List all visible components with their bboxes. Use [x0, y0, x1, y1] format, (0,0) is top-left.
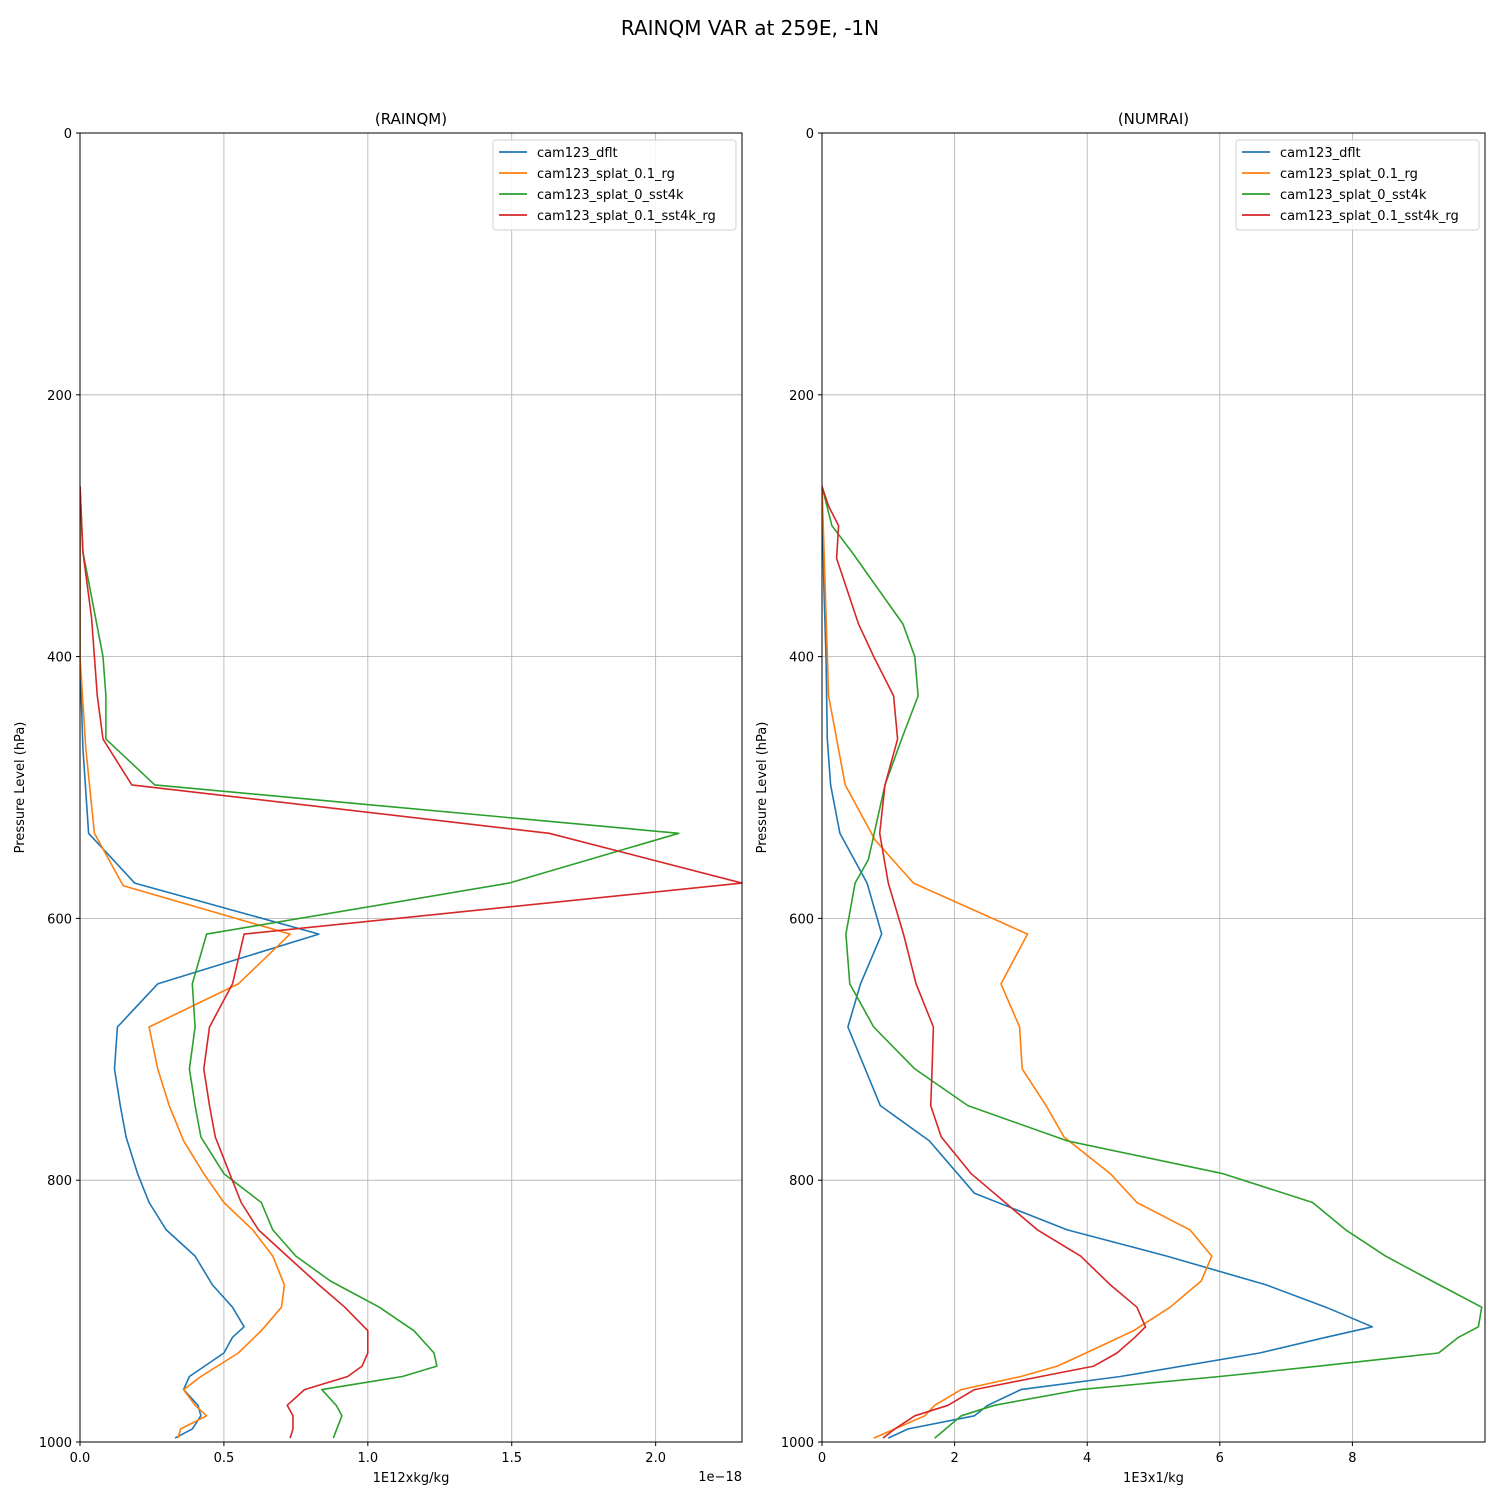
chart-panel-2: 0 2 4 6 8 0 200 400 600 800 1000 (NUMRAI) 1E3x1/kg Pr…: [755, 110, 1486, 1486]
series-line-4: [822, 486, 1147, 1439]
legend-entry: cam123_splat_0.1_sst4k_rg: [537, 209, 716, 224]
y-tick-label: 0: [64, 127, 72, 142]
x-tick-label: 8: [1348, 1451, 1356, 1466]
x-tick-label: 0.5: [214, 1451, 235, 1466]
x-tick-label: 2: [950, 1451, 958, 1466]
axes-title: (NUMRAI): [1118, 110, 1189, 128]
y-tick-label: 0: [806, 127, 814, 142]
x-tick-label: 2.0: [645, 1451, 666, 1466]
axes-title: (RAINQM): [375, 110, 447, 128]
series-line-3: [80, 486, 680, 1439]
y-tick-label: 400: [47, 651, 72, 666]
y-tick-label: 1000: [39, 1436, 72, 1451]
y-tick-label: 600: [789, 912, 814, 927]
legend: cam123_dflt cam123_splat_0.1_rg cam123_spl…: [492, 139, 737, 231]
legend-entry: cam123_splat_0.1_rg: [1280, 167, 1418, 182]
y-tick-label: 600: [47, 912, 72, 927]
y-axis-label: Pressure Level (hPa): [13, 722, 28, 854]
y-axis-label: Pressure Level (hPa): [755, 722, 770, 854]
series-line-3: [822, 486, 1483, 1439]
x-tick-label: 4: [1083, 1451, 1091, 1466]
x-tick-label: 0.0: [70, 1451, 91, 1466]
plot-frame: [79, 132, 743, 1443]
legend-entry: cam123_splat_0.1_sst4k_rg: [1280, 209, 1459, 224]
chart-panel-1: 0.0 0.5 1.0 1.5 2.0 0 200 400 600 800 1000 (RAINQM)…: [13, 110, 743, 1486]
x-axis-label: 1E12xkg/kg: [373, 1471, 450, 1486]
legend-entry: cam123_splat_0_sst4k: [1280, 188, 1427, 203]
series-line-2: [822, 486, 1213, 1439]
x-tick-label: 6: [1216, 1451, 1224, 1466]
series-line-1: [822, 486, 1374, 1439]
y-tick-label: 800: [47, 1174, 72, 1189]
y-tick-label: 800: [789, 1174, 814, 1189]
x-tick-label: 1.0: [357, 1451, 378, 1466]
legend-box: [1235, 139, 1480, 231]
x-tick-label: 1.5: [501, 1451, 522, 1466]
legend-entry: cam123_dflt: [1280, 146, 1361, 161]
legend-box: [492, 139, 737, 231]
y-tick-label: 200: [789, 389, 814, 404]
legend: cam123_dflt cam123_splat_0.1_rg cam123_spl…: [1235, 139, 1480, 231]
x-axis-label: 1E3x1/kg: [1123, 1471, 1184, 1486]
x-tick-label: 0: [818, 1451, 826, 1466]
series-line-2: [80, 486, 291, 1439]
series-line-4: [80, 486, 742, 1439]
legend-entry: cam123_dflt: [537, 146, 618, 161]
y-tick-label: 200: [47, 389, 72, 404]
series-line-1: [80, 486, 320, 1439]
legend-entry: cam123_splat_0.1_rg: [537, 167, 675, 182]
y-tick-label: 1000: [781, 1436, 814, 1451]
figure-title: RAINQM VAR at 259E, -1N: [620, 16, 880, 40]
y-tick-label: 400: [789, 651, 814, 666]
legend-entry: cam123_splat_0_sst4k: [537, 188, 684, 203]
plot-frame: [821, 132, 1486, 1443]
x-offset-text: 1e−18: [698, 1470, 742, 1485]
